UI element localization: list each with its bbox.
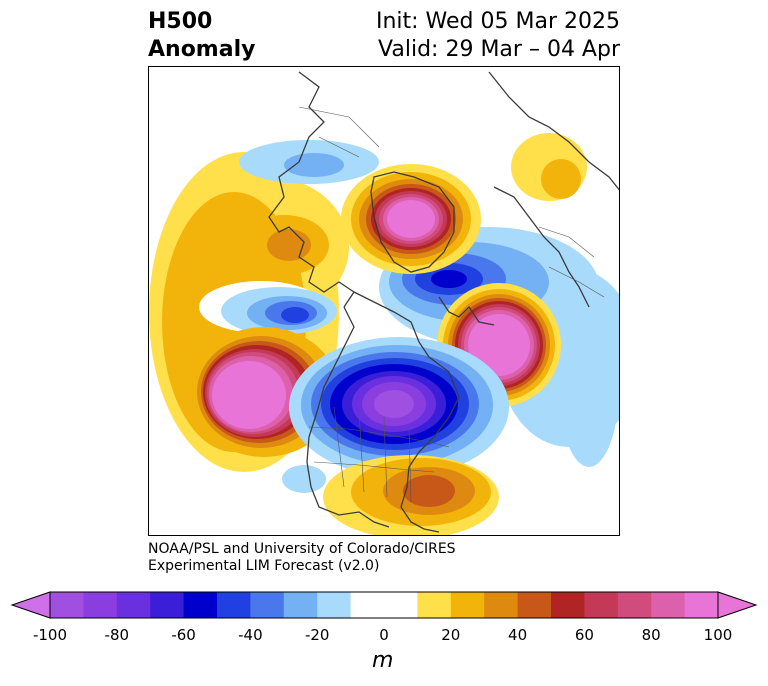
colorbar-bin-17: [651, 592, 686, 618]
title-field-name: H500: [148, 9, 213, 34]
colorbar-tick-label: -40: [238, 626, 263, 644]
colorbar-bin-13: [517, 592, 552, 618]
credit-line-2: Experimental LIM Forecast (v2.0): [148, 558, 380, 574]
map-svg: [149, 71, 619, 535]
colorbar-bin-6: [250, 592, 285, 618]
colorbar-tick-label: 20: [441, 626, 461, 644]
credit-block: NOAA/PSL and University of Colorado/CIRE…: [148, 541, 456, 575]
colorbar-bin-7: [283, 592, 318, 618]
colorbar-tick-label: -20: [304, 626, 330, 644]
colorbar-unit-label: m: [372, 648, 394, 673]
valid-range-label: Valid: 29 Mar – 04 Apr: [378, 37, 620, 62]
colorbar-bin-1: [83, 592, 118, 618]
ridge-siberia: [511, 133, 587, 201]
credit-line-1: NOAA/PSL and University of Colorado/CIRE…: [148, 541, 456, 557]
ridge-greenland: [341, 164, 481, 274]
borders: [298, 106, 605, 503]
colorbar-under-arrow: [10, 591, 51, 619]
coastlines: [268, 71, 619, 533]
title-field-type: Anomaly: [148, 37, 256, 62]
colorbar-tick-label: 80: [641, 626, 661, 644]
colorbar-bin-5: [217, 592, 251, 618]
colorbar-bin-8: [317, 592, 352, 618]
colorbar-bin-9: [350, 592, 418, 618]
trough-central-north-america: [289, 337, 509, 477]
init-date-label: Init: Wed 05 Mar 2025: [375, 9, 620, 34]
colorbar-over-arrow: [717, 591, 758, 619]
colorbar-bin-3: [150, 592, 185, 618]
colorbar-tick-label: 40: [508, 626, 528, 644]
trough-alaska: [221, 287, 337, 335]
colorbar-bin-18: [684, 592, 719, 618]
colorbar-bin-4: [183, 592, 218, 618]
colorbar-tick-label: 100: [703, 626, 733, 644]
colorbar-outline: [49, 591, 719, 619]
colorbar: [10, 591, 758, 619]
atlantic-negative-tail: [539, 387, 619, 437]
anomaly-map: [148, 66, 620, 536]
colorbar-bin-15: [584, 592, 619, 618]
colorbar-bin-11: [450, 592, 485, 618]
colorbar-tick-label: 60: [574, 626, 594, 644]
colorbar-tick-label: 0: [379, 626, 389, 644]
colorbar-tick-label: -80: [104, 626, 130, 644]
colorbar-tick-label: -100: [32, 626, 68, 644]
colorbar-bin-0: [50, 592, 84, 618]
pacific-negative-patch: [282, 465, 326, 493]
title-left: H500 Anomaly: [148, 8, 255, 64]
title-right: Init: Wed 05 Mar 2025 Valid: 29 Mar – 04…: [376, 8, 620, 64]
colorbar-bin-2: [116, 592, 151, 618]
colorbar-bin-14: [551, 592, 585, 618]
colorbar-bin-12: [484, 592, 519, 618]
colorbar-tick-label: -60: [171, 626, 196, 644]
colorbar-bin-16: [617, 592, 652, 618]
colorbar-bin-10: [417, 592, 452, 618]
